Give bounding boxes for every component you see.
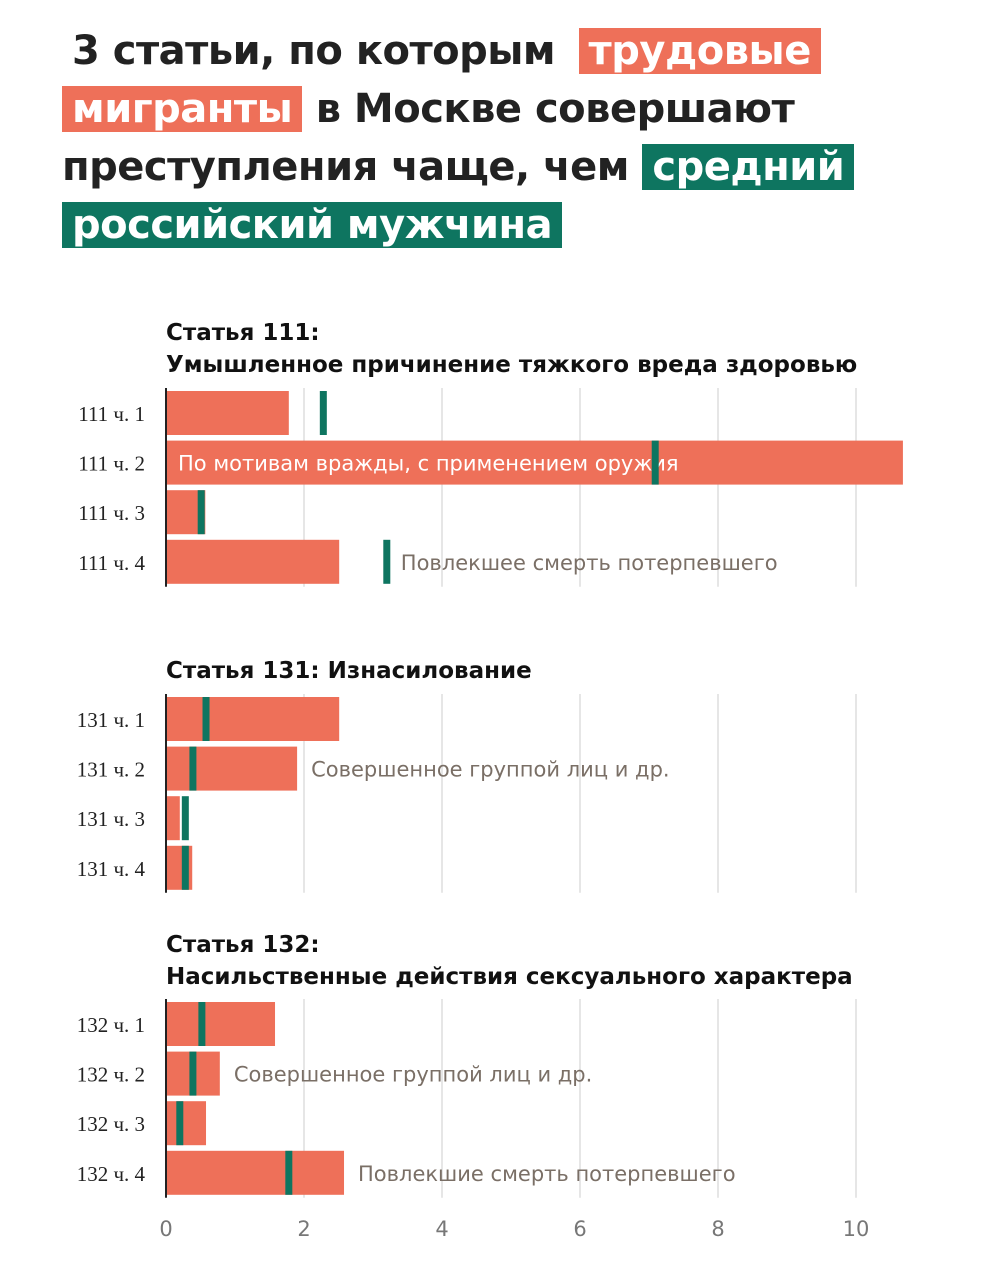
- migrant-bar: [166, 391, 289, 435]
- migrant-bar: [166, 697, 340, 741]
- male-marker: [189, 746, 197, 791]
- male-marker: [197, 490, 205, 535]
- row-label: 111 ч. 4: [78, 551, 145, 575]
- x-tick-label: 8: [711, 1217, 724, 1241]
- panel-title: Умышленное причинение тяжкого вреда здор…: [166, 352, 857, 378]
- row-label: 131 ч. 2: [77, 758, 145, 782]
- migrant-bar: [166, 1150, 345, 1195]
- headline-part: в Москве совершают преступления чаще, че…: [62, 86, 795, 190]
- row-label: 132 ч. 4: [77, 1162, 146, 1186]
- panel-title: Статья 131: Изнасилование: [166, 658, 532, 684]
- panel-title: Статья 111:: [166, 320, 320, 346]
- x-tick-label: 10: [843, 1217, 870, 1241]
- male-marker: [181, 796, 189, 841]
- migrant-bar: [166, 796, 180, 841]
- male-marker: [383, 539, 391, 584]
- male-marker: [189, 1051, 197, 1096]
- x-tick-label: 2: [297, 1217, 310, 1241]
- panel-title: Насильственные действия сексуального хар…: [166, 964, 853, 990]
- x-tick-label: 0: [159, 1217, 172, 1241]
- migrant-bar: [166, 539, 340, 584]
- headline-part: 3 статьи, по которым: [72, 28, 556, 74]
- migrant-bar: [166, 1002, 276, 1046]
- row-label: 132 ч. 1: [77, 1013, 145, 1037]
- male-marker: [176, 1101, 184, 1146]
- bar-annotation: Повлекшее смерть потерпевшего: [401, 551, 778, 575]
- row-label: 111 ч. 3: [78, 501, 145, 525]
- row-label: 131 ч. 4: [77, 857, 146, 881]
- male-marker: [198, 1002, 206, 1046]
- male-marker: [651, 440, 659, 485]
- row-label: 131 ч. 3: [77, 807, 145, 831]
- migrant-bar: [166, 746, 298, 791]
- bar-annotation: Совершенное группой лиц и др.: [311, 758, 669, 782]
- headline: 3 статьи, по которым трудовые мигранты в…: [62, 22, 942, 254]
- row-label: 132 ч. 2: [77, 1063, 145, 1087]
- panel-title: Статья 132:: [166, 932, 320, 958]
- male-marker: [319, 391, 327, 435]
- migrant-bar: [166, 440, 903, 485]
- male-marker: [202, 697, 210, 741]
- row-label: 111 ч. 2: [78, 452, 145, 476]
- row-label: 111 ч. 1: [78, 402, 145, 426]
- x-tick-label: 6: [573, 1217, 586, 1241]
- bar-annotation: Совершенное группой лиц и др.: [234, 1063, 593, 1087]
- bar-annotation: Повлекшие смерть потерпевшего: [358, 1162, 736, 1186]
- migrant-bar: [166, 1101, 207, 1146]
- row-label: 131 ч. 1: [77, 708, 145, 732]
- male-marker: [181, 845, 189, 890]
- male-marker: [285, 1150, 293, 1195]
- row-label: 132 ч. 3: [77, 1112, 145, 1136]
- bar-annotation: По мотивам вражды, с применением оружия: [178, 452, 679, 476]
- x-tick-label: 4: [435, 1217, 448, 1241]
